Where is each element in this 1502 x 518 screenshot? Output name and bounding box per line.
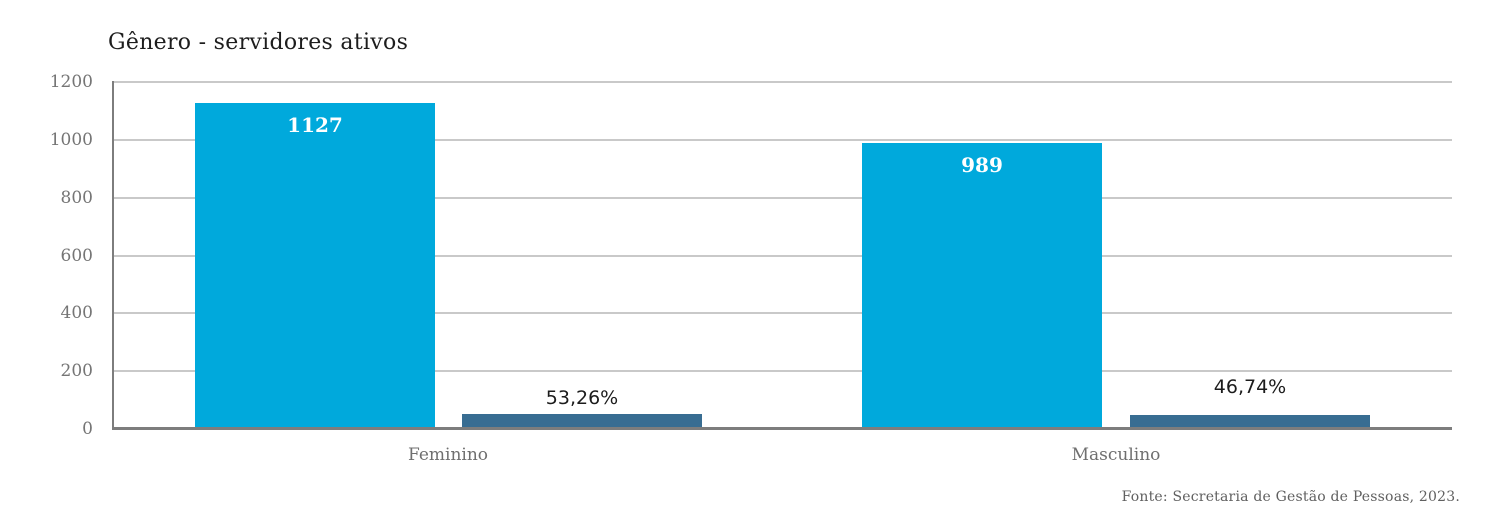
- category-label-masculino: Masculino: [1071, 445, 1161, 465]
- y-tick-label: 0: [82, 419, 93, 439]
- gridline: [114, 81, 1452, 83]
- y-tick-label: 800: [60, 187, 93, 208]
- y-tick-label: 600: [60, 245, 93, 266]
- y-axis-line: [112, 81, 114, 429]
- data-label-percent-feminino: 53,26%: [545, 386, 619, 409]
- gridline: [114, 254, 1452, 257]
- y-tick-label: 1200: [49, 72, 93, 92]
- data-label-count-masculino: 989: [961, 153, 1003, 177]
- y-tick-label: 200: [60, 361, 93, 382]
- category-label-feminino: Feminino: [407, 445, 489, 465]
- bar-count-feminino: [195, 103, 435, 427]
- gridline: [114, 138, 1452, 141]
- bar-percent-feminino: [462, 413, 702, 427]
- gridline: [114, 312, 1452, 315]
- gridline: [114, 370, 1452, 373]
- y-tick-label: 1000: [49, 129, 93, 150]
- gridline: [114, 196, 1452, 199]
- bar-percent-masculino: [1130, 415, 1370, 427]
- x-axis-line: [112, 427, 1452, 430]
- bar-count-masculino: [862, 143, 1102, 427]
- source-note: Fonte: Secretaria de Gestão de Pessoas, …: [1121, 489, 1460, 505]
- data-label-count-feminino: 1127: [287, 113, 343, 138]
- chart-title: Gênero - servidores ativos: [108, 30, 409, 55]
- data-label-percent-masculino: 46,74%: [1213, 376, 1287, 399]
- y-tick-label: 400: [60, 303, 93, 324]
